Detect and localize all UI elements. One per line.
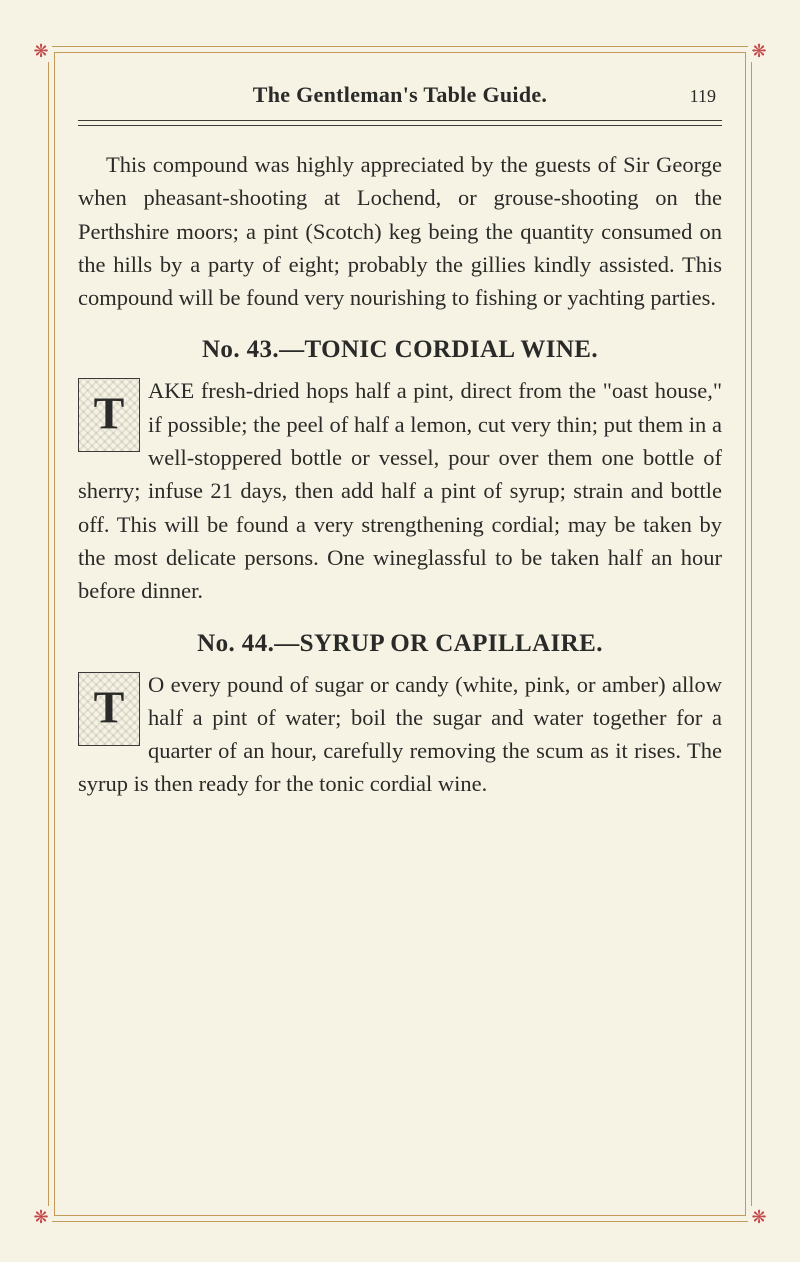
header-rule-2: [78, 125, 722, 126]
recipe-43-paragraph: T AKE fresh-dried hops half a pint, dire…: [78, 374, 722, 607]
content-area: The Gentleman's Table Guide. 119 This co…: [78, 72, 722, 1196]
dropcap-glyph: T: [94, 673, 125, 741]
corner-ornament-icon: ❋: [30, 40, 52, 62]
page-header: The Gentleman's Table Guide. 119: [78, 72, 722, 120]
recipe-43-title: No. 43.—TONIC CORDIAL WINE.: [78, 336, 722, 364]
corner-ornament-icon: ❋: [30, 1206, 52, 1228]
page-title: The Gentleman's Table Guide.: [253, 82, 547, 108]
corner-ornament-icon: ❋: [748, 1206, 770, 1228]
recipe-44-paragraph: T O every pound of sugar or candy (white…: [78, 668, 722, 801]
recipe-44-title: No. 44.—SYRUP OR CAPILLAIRE.: [78, 630, 722, 658]
recipe-44-text: O every pound of sugar or candy (white, …: [78, 672, 722, 797]
intro-paragraph: This compound was highly appreciated by …: [78, 148, 722, 314]
page-number: 119: [690, 86, 716, 107]
intro-text: This compound was highly appreciated by …: [78, 152, 722, 310]
recipe-43-text: AKE fresh-dried hops half a pint, direct…: [78, 378, 722, 603]
dropcap-letter: T: [78, 378, 140, 452]
corner-ornament-icon: ❋: [748, 40, 770, 62]
dropcap-glyph: T: [94, 380, 125, 448]
header-rule: [78, 120, 722, 121]
page: ❋ ❋ ❋ ❋ The Gentleman's Table Guide. 119…: [0, 0, 800, 1262]
dropcap-letter: T: [78, 672, 140, 746]
